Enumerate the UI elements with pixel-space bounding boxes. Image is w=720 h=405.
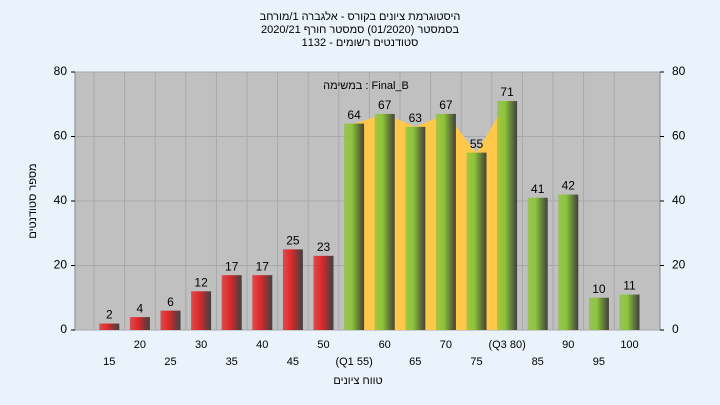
bar — [497, 101, 518, 331]
bar — [221, 275, 242, 330]
bar — [344, 123, 365, 330]
bar — [99, 323, 120, 330]
x-tick-label: 40 — [256, 339, 268, 351]
bar — [405, 126, 426, 330]
bar — [252, 275, 273, 330]
x-tick-label: 70 — [440, 339, 452, 351]
x-tick-label: 65 — [409, 356, 421, 368]
data-label: 12 — [194, 275, 208, 289]
x-axis-label: טווח ציונים — [333, 375, 382, 387]
data-label: 2 — [106, 308, 113, 322]
y2-tick-label: 40 — [672, 193, 686, 207]
x-tick-label: 20 — [134, 339, 146, 351]
data-label: 11 — [623, 279, 636, 293]
data-label: 67 — [378, 98, 392, 112]
x-tick-label: 90 — [562, 339, 574, 351]
x-tick-label: (Q1 55) — [335, 356, 372, 368]
y-tick-label: 80 — [54, 64, 68, 78]
data-label: 42 — [562, 179, 576, 193]
chart-title: היסטוגרמת ציונים בקורס - אלגברה 1/מורחב — [260, 10, 461, 23]
x-tick-label: 25 — [164, 356, 176, 368]
data-label: 23 — [317, 240, 331, 254]
bar — [129, 317, 150, 330]
x-tick-label: (Q3 80) — [488, 339, 525, 351]
x-tick-label: 15 — [103, 356, 115, 368]
y-tick-label: 60 — [54, 129, 68, 143]
x-tick-label: 30 — [195, 339, 207, 351]
x-tick-label: 85 — [532, 356, 544, 368]
bar — [558, 194, 579, 330]
data-label: 10 — [592, 282, 606, 296]
y2-tick-label: 60 — [672, 129, 686, 143]
data-label: 17 — [225, 259, 239, 273]
data-label: 55 — [470, 137, 484, 151]
x-tick-label: 60 — [379, 339, 391, 351]
data-label: 63 — [409, 111, 423, 125]
data-label: 41 — [531, 182, 545, 196]
x-tick-label: 50 — [317, 339, 329, 351]
x-tick-label: 45 — [287, 356, 299, 368]
data-label: 25 — [286, 234, 300, 248]
annotation: Final_B : במשימה — [323, 80, 409, 92]
bar — [374, 113, 395, 330]
x-tick-label: 95 — [593, 356, 605, 368]
y2-tick-label: 80 — [672, 64, 686, 78]
x-tick-label: 35 — [226, 356, 238, 368]
data-label: 71 — [500, 85, 514, 99]
bar — [313, 255, 334, 330]
data-label: 17 — [256, 259, 270, 273]
chart-subtitle: סטודנטים רשומים - 1132 — [302, 37, 419, 49]
bar — [282, 249, 303, 330]
y-tick-label: 40 — [54, 193, 68, 207]
data-label: 4 — [137, 301, 144, 315]
bar — [191, 291, 212, 330]
bar — [435, 113, 456, 330]
x-tick-label: 75 — [470, 356, 482, 368]
bar — [160, 310, 181, 330]
y2-tick-label: 0 — [672, 322, 679, 336]
x-tick-label: 100 — [620, 339, 638, 351]
bar — [466, 152, 487, 330]
chart-subtitle: בסמסטר (01/2020) סמסטר חורף 2020/21 — [261, 24, 459, 36]
y-tick-label: 20 — [54, 258, 68, 272]
y-tick-label: 0 — [60, 322, 67, 336]
bar — [619, 294, 640, 330]
data-label: 67 — [439, 98, 453, 112]
bar — [527, 197, 548, 330]
bar — [588, 297, 609, 330]
data-label: 64 — [347, 108, 361, 122]
y2-tick-label: 20 — [672, 258, 686, 272]
data-label: 6 — [167, 295, 174, 309]
y-axis-label: מספר סטודנטים — [27, 163, 39, 238]
